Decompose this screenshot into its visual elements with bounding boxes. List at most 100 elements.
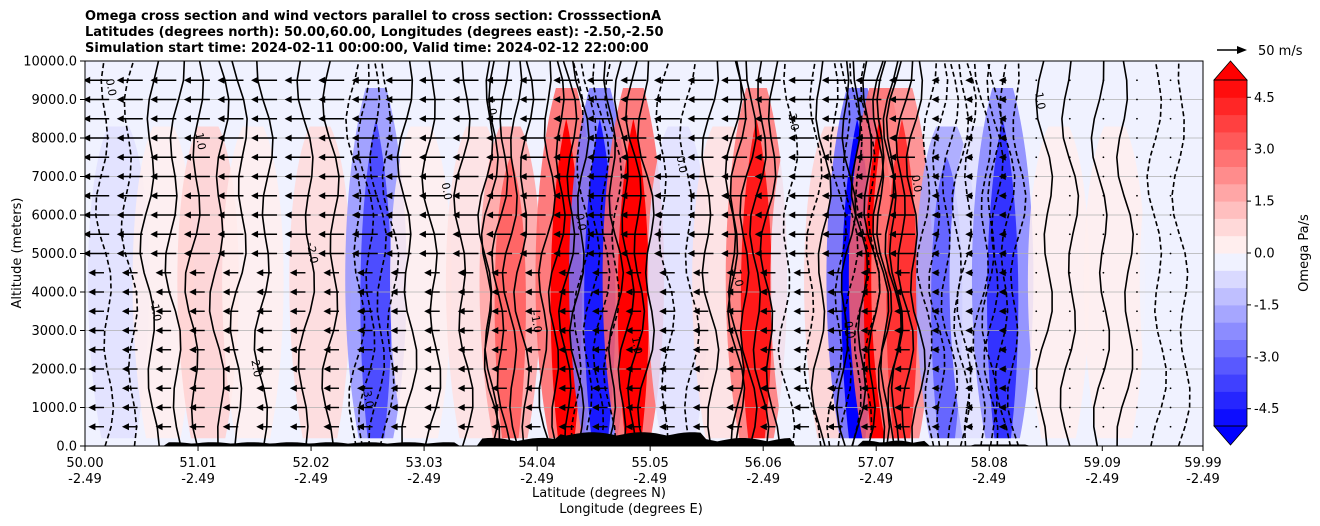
wind-vector-head (793, 423, 801, 431)
wind-vector-head (189, 327, 197, 334)
wind-vector-head (998, 134, 1006, 142)
wind-vector-head (558, 346, 566, 354)
wind-vector-head (217, 250, 225, 257)
wind-vector-head (591, 307, 599, 315)
x-tick-label-lon: -2.49 (1186, 472, 1220, 487)
wind-vector-head (793, 404, 801, 411)
wind-vector-head (457, 269, 465, 277)
wind-vector-head (424, 327, 432, 334)
wind-vector-head (457, 423, 465, 431)
wind-vector (1169, 291, 1172, 293)
wind-vector-head (759, 307, 767, 315)
wind-vector-head (524, 269, 532, 277)
omega-field-column (289, 126, 351, 439)
wind-vector (1068, 310, 1071, 313)
wind-vector-head (721, 192, 729, 200)
wind-vector (1035, 329, 1038, 332)
wind-vector-head (323, 404, 331, 411)
wind-vector-head (486, 173, 494, 180)
wind-vector-head (519, 96, 527, 103)
wind-vector-head (189, 288, 197, 296)
wind-vector-head (821, 134, 829, 142)
wind-vector-head (155, 269, 163, 277)
contour-label: 0.0 (573, 212, 589, 231)
colorbar-segment (1214, 391, 1247, 410)
wind-vector-head (356, 269, 364, 277)
wind-vector (1035, 406, 1038, 409)
wind-vector-head (155, 346, 163, 354)
wind-vector-head (692, 307, 700, 315)
omega-contour (368, 61, 388, 446)
omega-contour (916, 61, 938, 446)
wind-vector-head (998, 192, 1006, 200)
wind-vector-head (222, 365, 230, 373)
wind-vector-head (116, 192, 124, 200)
wind-vector-head (931, 134, 939, 142)
wind-vector-head (827, 384, 835, 392)
wind-vector-head (284, 96, 292, 103)
wind-vector-head (888, 76, 896, 84)
wind-vector-head (284, 211, 292, 219)
wind-vector-head (519, 211, 527, 219)
wind-vector-head (620, 153, 628, 161)
wind-vector-head (486, 211, 494, 219)
wind-vector-head (558, 288, 566, 296)
wind-vector (1136, 233, 1138, 236)
wind-vector-head (692, 404, 700, 411)
wind-vector-head (424, 365, 432, 373)
omega-field-core (987, 118, 1019, 439)
wind-vector-head (620, 192, 628, 200)
colorbar-segment (1214, 253, 1247, 271)
wind-vector-head (351, 211, 359, 219)
wind-vector-head (998, 365, 1006, 373)
wind-vector-head (418, 211, 426, 219)
wind-vector (1068, 348, 1071, 351)
wind-vector-head (998, 173, 1006, 180)
wind-vector-head (931, 327, 939, 334)
wind-vector-head (318, 115, 326, 123)
wind-vector (1068, 271, 1071, 274)
omega-contour (1171, 61, 1191, 446)
wind-vector (1102, 425, 1105, 428)
wind-vector-head (524, 404, 532, 411)
wind-vector-head (653, 250, 661, 257)
wind-vector-head (519, 250, 527, 257)
wind-vector (1169, 214, 1172, 216)
wind-vector-head (998, 327, 1006, 334)
wind-vector-head (821, 153, 829, 161)
wind-vector-head (418, 230, 426, 238)
wind-vector-head (888, 115, 896, 123)
wind-vector-head (356, 365, 364, 373)
wind-vector-head (351, 134, 359, 142)
wind-vector-head (726, 269, 734, 277)
wind-vector-head (625, 384, 633, 392)
x-tick-label-lat: 50.00 (66, 456, 103, 471)
wind-vector-head (827, 269, 835, 277)
wind-vector-head (222, 327, 230, 334)
wind-vector (1136, 348, 1138, 351)
wind-vector-head (553, 211, 561, 219)
wind-vector-head (486, 250, 494, 257)
wind-vector (1102, 348, 1105, 351)
wind-vector-head (452, 250, 460, 257)
contour-label: 2.0 (248, 359, 264, 378)
wind-vector-head (827, 327, 835, 334)
wind-vector-head (217, 115, 225, 123)
wind-vector-head (289, 288, 297, 296)
wind-vector-head (965, 404, 973, 411)
wind-vector-head (931, 307, 939, 315)
title-line-1: Omega cross section and wind vectors par… (85, 9, 662, 24)
wind-vector-head (183, 76, 191, 84)
wind-vector-head (558, 269, 566, 277)
wind-vector-head (553, 134, 561, 142)
wind-vector-head (88, 288, 96, 296)
wind-vector-head (121, 327, 129, 334)
wind-vector-head (788, 134, 796, 142)
wind-vector-head (491, 423, 499, 431)
wind-vector (1136, 425, 1138, 428)
wind-vector-head (486, 96, 494, 103)
wind-vector-head (998, 384, 1006, 392)
colorbar-segment (1214, 235, 1247, 254)
wind-vector (1102, 406, 1105, 409)
wind-vector-head (827, 288, 835, 296)
